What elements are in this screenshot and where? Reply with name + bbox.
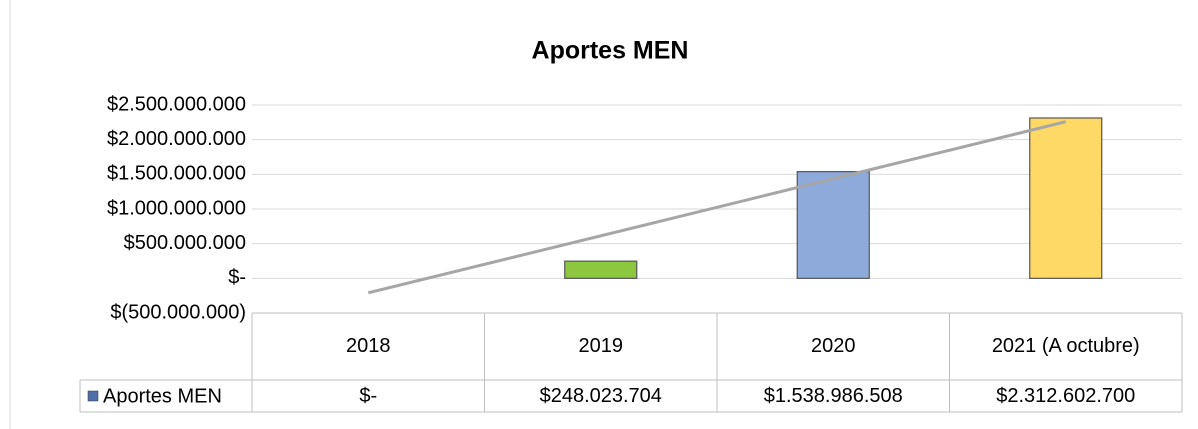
bar xyxy=(796,171,870,279)
category-label: 2021 (A octubre) xyxy=(991,335,1140,357)
trendline xyxy=(367,120,1067,295)
y-tick-label: $1.000.000.000 xyxy=(107,197,246,219)
y-tick-label: $1.500.000.000 xyxy=(107,163,246,185)
y-tick-label: $2.500.000.000 xyxy=(107,93,246,115)
data-label: $- xyxy=(359,384,378,407)
chart-title: Aportes MEN xyxy=(532,37,689,65)
legend-label: Aportes MEN xyxy=(103,385,222,407)
category-label: 2020 xyxy=(811,335,856,357)
y-tick-label: $500.000.000 xyxy=(124,232,246,254)
data-label: $1.538.986.508 xyxy=(763,384,903,407)
bar xyxy=(1029,117,1103,279)
bar xyxy=(564,260,638,279)
y-tick-label: $- xyxy=(228,267,246,289)
legend-key xyxy=(87,390,99,402)
category-label: 2019 xyxy=(578,335,624,357)
category-label: 2018 xyxy=(346,335,391,357)
y-tick-label: $2.000.000.000 xyxy=(107,128,246,150)
data-label: $2.312.602.700 xyxy=(996,384,1136,407)
y-tick-label: $(500.000.000) xyxy=(110,301,246,323)
data-label: $248.023.704 xyxy=(539,384,662,407)
